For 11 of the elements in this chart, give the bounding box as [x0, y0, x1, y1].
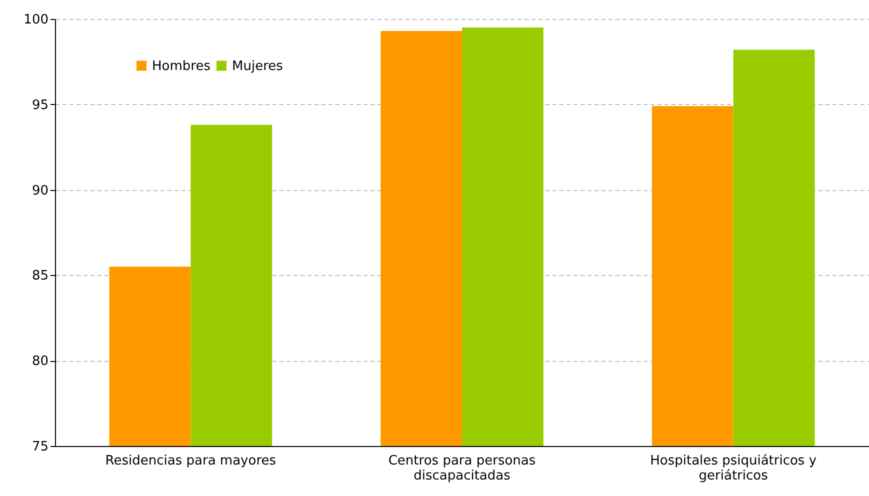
legend-label: Hombres [152, 58, 211, 74]
y-tick-label: 100 [24, 12, 48, 28]
y-tick-label: 80 [32, 354, 48, 370]
x-tick-label: Hospitales psiquiátricos y geriátricos [650, 454, 817, 484]
x-tick-label: Centros para personas discapacitadas [388, 454, 536, 484]
y-tick-label: 95 [32, 98, 48, 113]
legend-label: Mujeres [232, 58, 284, 74]
y-tick-label: 75 [32, 440, 48, 454]
y-tick-label: 85 [32, 268, 48, 284]
x-tick-label: Residencias para mayores [105, 454, 276, 468]
y-tick-label: 90 [32, 183, 48, 198]
